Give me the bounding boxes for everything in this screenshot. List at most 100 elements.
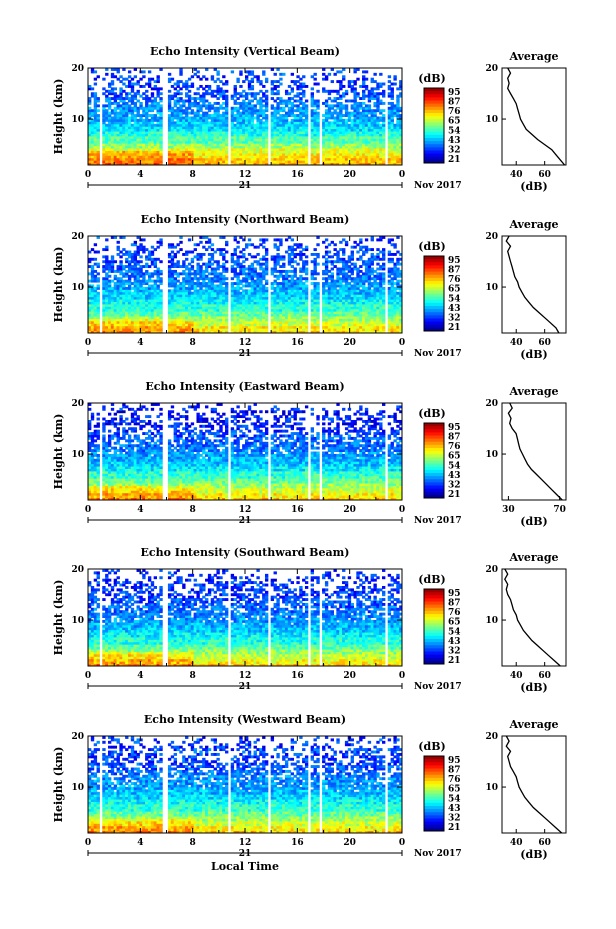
- heatmap-cell: [182, 252, 186, 256]
- heatmap-cell: [302, 128, 306, 132]
- heatmap-cell: [259, 140, 263, 144]
- colorbar-segment: [424, 144, 444, 148]
- heatmap-cell: [142, 131, 146, 134]
- heatmap-cell: [176, 121, 180, 125]
- heatmap-cell: [233, 128, 237, 132]
- heatmap-cell: [359, 152, 363, 156]
- heatmap-cell: [273, 274, 277, 278]
- heatmap-cell: [262, 284, 266, 288]
- heatmap-cell: [247, 145, 252, 149]
- heatmap-cell: [264, 97, 269, 101]
- heatmap-cell: [110, 92, 115, 96]
- heatmap-cell: [196, 140, 200, 144]
- heatmap-cell: [190, 272, 195, 276]
- heatmap-cell: [262, 245, 266, 249]
- heatmap-cell: [339, 135, 343, 139]
- heatmap-cell: [96, 272, 100, 276]
- heatmap-cell: [344, 128, 349, 132]
- heatmap-cell: [207, 121, 212, 125]
- heatmap-cell: [344, 157, 349, 161]
- heatmap-cell: [336, 116, 340, 120]
- heatmap-cell: [299, 106, 303, 110]
- heatmap-cell: [216, 140, 220, 144]
- heatmap-cell: [193, 118, 197, 122]
- heatmap-cell: [167, 289, 172, 293]
- heatmap-cell: [359, 160, 363, 164]
- heatmap-cell: [256, 92, 260, 96]
- heatmap-cell: [230, 70, 235, 74]
- heatmap-cell: [339, 152, 343, 156]
- heatmap-cell: [270, 111, 275, 115]
- heatmap-cell: [350, 118, 354, 122]
- heatmap-cell: [176, 82, 180, 86]
- heatmap-cell: [322, 143, 326, 147]
- heatmap-cell: [347, 138, 352, 142]
- heatmap-cell: [242, 118, 246, 122]
- heatmap-cell: [93, 140, 98, 144]
- heatmap-cell: [125, 133, 129, 137]
- heatmap-cell: [182, 155, 186, 159]
- heatmap-cell: [145, 89, 149, 93]
- heatmap-cell: [310, 157, 314, 161]
- heatmap-cell: [382, 82, 386, 86]
- heatmap-cell: [127, 128, 132, 132]
- heatmap-cell: [167, 126, 172, 130]
- heatmap-cell: [139, 123, 143, 127]
- heatmap-cell: [247, 252, 252, 256]
- heatmap-cell: [364, 70, 369, 74]
- heatmap-cell: [107, 84, 112, 88]
- heatmap-cell: [190, 143, 195, 147]
- heatmap-cell: [196, 131, 200, 134]
- heatmap-cell: [122, 116, 126, 120]
- heatmap-cell: [313, 77, 317, 81]
- heatmap-cell: [222, 262, 226, 266]
- heatmap-cell: [296, 150, 300, 154]
- heatmap-cell: [147, 106, 152, 110]
- heatmap-cell: [125, 155, 129, 159]
- heatmap-cell: [353, 160, 357, 164]
- heatmap-cell: [90, 150, 95, 154]
- heatmap-cell: [353, 162, 357, 166]
- heatmap-cell: [333, 148, 337, 151]
- heatmap-cell: [159, 68, 163, 71]
- heatmap-cell: [88, 126, 92, 130]
- heatmap-cell: [276, 89, 280, 93]
- heatmap-cell: [156, 123, 160, 127]
- heatmap-cell: [253, 106, 257, 110]
- heatmap-cell: [185, 135, 189, 139]
- heatmap-cell: [216, 101, 220, 105]
- heatmap-cell: [299, 84, 303, 88]
- heatmap-cell: [344, 92, 349, 96]
- heatmap-cell: [202, 152, 206, 156]
- heatmap-cell: [250, 243, 255, 247]
- heatmap-cell: [136, 260, 140, 264]
- heatmap-cell: [167, 89, 172, 93]
- heatmap-cell: [145, 145, 149, 149]
- heatmap-cell: [256, 252, 260, 256]
- heatmap-cell: [122, 145, 126, 149]
- heatmap-cell: [256, 128, 260, 132]
- heatmap-cell: [107, 111, 112, 115]
- heatmap-cell: [153, 279, 157, 283]
- heatmap-cell: [179, 140, 183, 144]
- heatmap-cell: [279, 162, 283, 166]
- heatmap-cell: [113, 274, 118, 278]
- heatmap-cell: [182, 104, 186, 108]
- date-day-label: 21: [239, 181, 252, 191]
- heatmap-cell: [150, 128, 155, 132]
- heatmap-cell: [342, 140, 346, 144]
- heatmap-cell: [333, 138, 337, 142]
- heatmap-cell: [356, 106, 360, 110]
- heatmap-cell: [90, 135, 95, 139]
- heatmap-cell: [176, 140, 180, 144]
- heatmap-cell: [102, 77, 106, 81]
- heatmap-cell: [225, 157, 229, 161]
- heatmap-cell: [210, 138, 215, 142]
- heatmap-cell: [344, 123, 349, 127]
- heatmap-cell: [182, 157, 186, 161]
- heatmap-cell: [362, 128, 366, 132]
- heatmap-cell: [302, 145, 306, 149]
- heatmap-cell: [302, 157, 306, 161]
- heatmap-cell: [107, 118, 112, 122]
- heatmap-cell: [147, 109, 152, 113]
